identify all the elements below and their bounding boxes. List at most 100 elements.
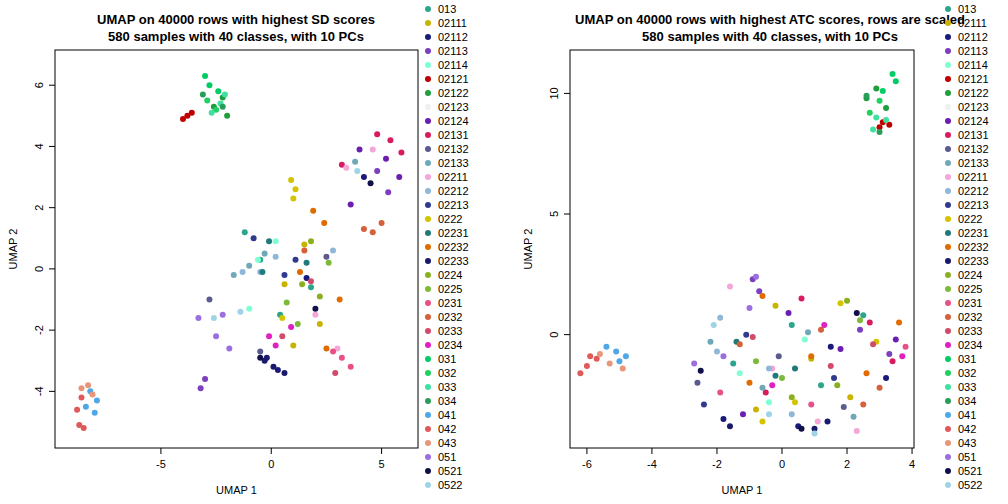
legend-label: 032 [958,367,976,379]
legend-swatch [425,34,431,40]
point [896,320,902,326]
point [348,202,354,208]
legend-label: 031 [958,353,976,365]
point [189,110,195,116]
title: UMAP on 40000 rows with highest ATC scor… [575,12,965,27]
x-axis-label: UMAP 1 [216,484,257,496]
legend-swatch [425,216,431,222]
legend-label: 0224 [438,269,462,281]
figure: UMAP on 40000 rows with highest SD score… [0,0,1008,504]
x-tick-label: -4 [647,458,657,470]
point [890,71,896,77]
y-tick-label: 0 [33,266,45,272]
point [613,349,619,355]
legend-label: 051 [958,451,976,463]
legend-label: 0521 [438,465,462,477]
legend-swatch [425,384,431,390]
legend-swatch [425,6,431,12]
y-tick [49,85,55,86]
point [348,364,354,370]
point [701,402,707,408]
point [857,317,863,323]
legend-label: 02233 [438,255,469,267]
legend-label: 02232 [958,241,989,253]
legend-swatch [425,440,431,446]
point [746,305,752,311]
legend-swatch [425,76,431,82]
point [808,402,814,408]
point [74,407,80,413]
point [251,235,257,241]
legend-label: 0232 [958,311,982,323]
legend-swatch [945,482,951,488]
legend-label: 02123 [958,101,989,113]
legend: 0130211102112021130211402121021220212302… [425,3,469,491]
legend-swatch [945,300,951,306]
legend-swatch [425,328,431,334]
point [279,315,285,321]
y-tick-label: 6 [33,82,45,88]
point [224,113,230,119]
legend-label: 0233 [958,325,982,337]
point [753,274,759,280]
point [603,344,609,350]
point [694,380,700,386]
legend-swatch [425,300,431,306]
point [273,342,279,348]
point [893,78,899,84]
x-axis-label: UMAP 1 [722,484,763,496]
point [847,394,853,400]
x-tick [381,448,382,454]
point [834,382,840,388]
point [330,349,336,355]
point [825,418,831,424]
point [851,414,857,420]
legend-label: 02132 [438,143,469,155]
y-axis-label: UMAP 2 [522,229,534,270]
y-tick-label: 10 [548,87,560,99]
point [374,168,380,174]
point [880,88,886,94]
point [257,349,263,355]
legend-label: 0222 [958,213,982,225]
point [246,263,252,269]
legend-label: 033 [438,381,456,393]
point [812,431,818,437]
point [740,411,746,417]
point [877,129,883,135]
legend-swatch [945,90,951,96]
y-tick [564,334,570,335]
legend-label: 02114 [438,59,468,71]
legend-swatch [425,426,431,432]
point [310,208,316,214]
legend-swatch [945,454,951,460]
point [711,322,717,328]
x-tick [586,448,587,454]
legend-swatch [945,104,951,110]
point [92,410,98,416]
points [74,73,404,431]
legend-swatch [425,342,431,348]
legend-label: 02231 [438,227,469,239]
point [242,229,248,235]
legend-swatch [945,342,951,348]
legend-swatch [425,272,431,278]
point [844,298,850,304]
legend-label: 0231 [958,297,982,309]
legend-label: 042 [958,423,976,435]
point [290,195,296,201]
point [330,248,336,254]
legend-swatch [945,286,951,292]
legend-swatch [945,160,951,166]
legend-swatch [425,132,431,138]
legend-swatch [425,356,431,362]
point [867,110,873,116]
legend-label: 0521 [958,465,982,477]
legend-swatch [425,48,431,54]
point [714,349,720,355]
point [266,238,272,244]
point [387,137,393,143]
legend-label: 041 [438,409,456,421]
y-tick-label: 4 [33,143,45,149]
point [838,346,844,352]
